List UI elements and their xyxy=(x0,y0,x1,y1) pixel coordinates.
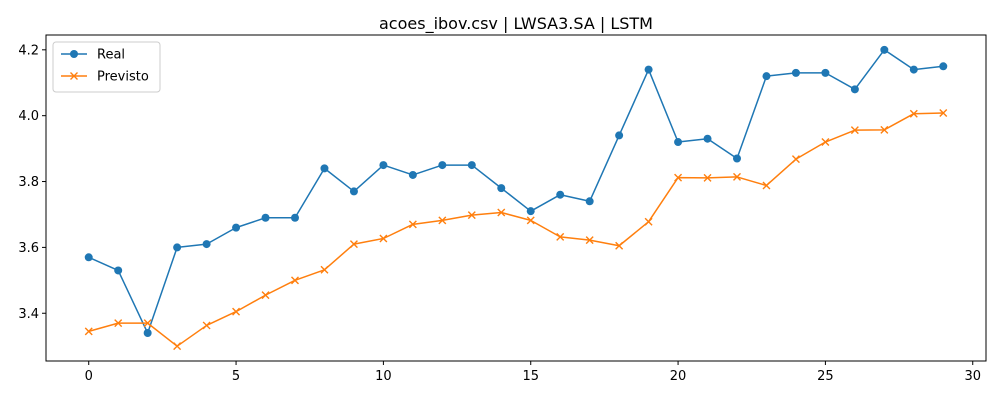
data-point xyxy=(497,208,506,217)
data-point xyxy=(232,223,241,232)
data-point xyxy=(880,45,889,54)
data-point xyxy=(791,155,800,164)
series-line-real xyxy=(88,49,944,334)
data-point xyxy=(850,126,859,135)
data-point xyxy=(202,240,211,249)
y-tick-label: 4.0 xyxy=(18,109,39,124)
data-point xyxy=(261,291,270,300)
data-point xyxy=(880,125,889,134)
y-tick-label: 3.6 xyxy=(18,241,39,256)
data-point xyxy=(84,253,93,262)
data-point xyxy=(703,173,712,182)
data-point xyxy=(909,65,918,74)
x-tick-label: 20 xyxy=(670,369,687,384)
data-point xyxy=(703,134,712,143)
data-point xyxy=(202,321,211,330)
x-tick-label: 25 xyxy=(817,369,834,384)
series-previsto xyxy=(84,109,948,351)
data-point xyxy=(173,243,182,252)
data-point xyxy=(320,164,329,173)
data-point xyxy=(320,265,329,274)
data-point xyxy=(290,213,299,222)
x-tick-label: 0 xyxy=(85,369,93,384)
data-point xyxy=(615,241,624,250)
data-point xyxy=(438,161,447,170)
data-point xyxy=(585,236,594,245)
data-point xyxy=(644,217,653,226)
data-point xyxy=(261,213,270,222)
plot-area xyxy=(84,45,948,351)
data-point xyxy=(84,327,93,336)
data-point xyxy=(762,181,771,190)
data-point xyxy=(615,131,624,140)
data-point xyxy=(585,197,594,206)
y-tick-label: 3.8 xyxy=(18,175,39,190)
data-point xyxy=(556,232,565,241)
data-point xyxy=(379,234,388,243)
data-point xyxy=(939,109,948,118)
data-point xyxy=(349,240,358,249)
legend: Real Previsto xyxy=(52,41,161,93)
data-point xyxy=(939,62,948,71)
data-point xyxy=(526,207,535,216)
series-line-previsto xyxy=(88,112,944,347)
data-point xyxy=(821,138,830,147)
data-point xyxy=(497,184,506,193)
series-real xyxy=(84,45,948,338)
y-tick-label: 4.2 xyxy=(18,43,39,58)
data-point xyxy=(762,72,771,81)
data-point xyxy=(379,161,388,170)
data-point xyxy=(733,154,742,163)
data-point xyxy=(556,190,565,199)
data-point xyxy=(526,216,535,225)
data-point xyxy=(349,187,358,196)
data-point xyxy=(850,85,859,94)
x-tick-label: 30 xyxy=(964,369,981,384)
data-point xyxy=(733,172,741,181)
data-point xyxy=(143,319,152,328)
data-point xyxy=(909,109,918,118)
axes-frame xyxy=(45,34,987,362)
data-point xyxy=(821,68,830,77)
data-point xyxy=(232,307,241,316)
x-axis: 0 5 10 15 20 25 30 xyxy=(85,361,981,384)
data-point xyxy=(674,138,683,147)
data-point xyxy=(408,220,417,229)
data-point xyxy=(291,276,299,285)
x-tick-label: 10 xyxy=(375,369,392,384)
legend-label-real: Real xyxy=(97,48,125,63)
data-point xyxy=(674,173,683,182)
x-tick-label: 15 xyxy=(522,369,539,384)
data-point xyxy=(114,266,123,275)
data-point xyxy=(644,65,653,74)
legend-marker xyxy=(70,72,78,80)
y-axis: 3.4 3.6 3.8 4.0 4.2 xyxy=(18,43,46,322)
data-point xyxy=(408,170,417,179)
data-point xyxy=(467,211,476,220)
data-point xyxy=(467,161,476,170)
y-tick-label: 3.4 xyxy=(18,307,39,322)
data-point xyxy=(438,216,447,225)
data-point xyxy=(143,329,152,338)
x-tick-label: 5 xyxy=(232,369,240,384)
legend-marker xyxy=(70,50,78,58)
chart-title: acoes_ibov.csv | LWSA3.SA | LSTM xyxy=(379,14,653,34)
data-point xyxy=(791,68,800,77)
legend-label-previsto: Previsto xyxy=(97,70,149,85)
data-point xyxy=(173,342,182,351)
data-point xyxy=(114,319,123,328)
